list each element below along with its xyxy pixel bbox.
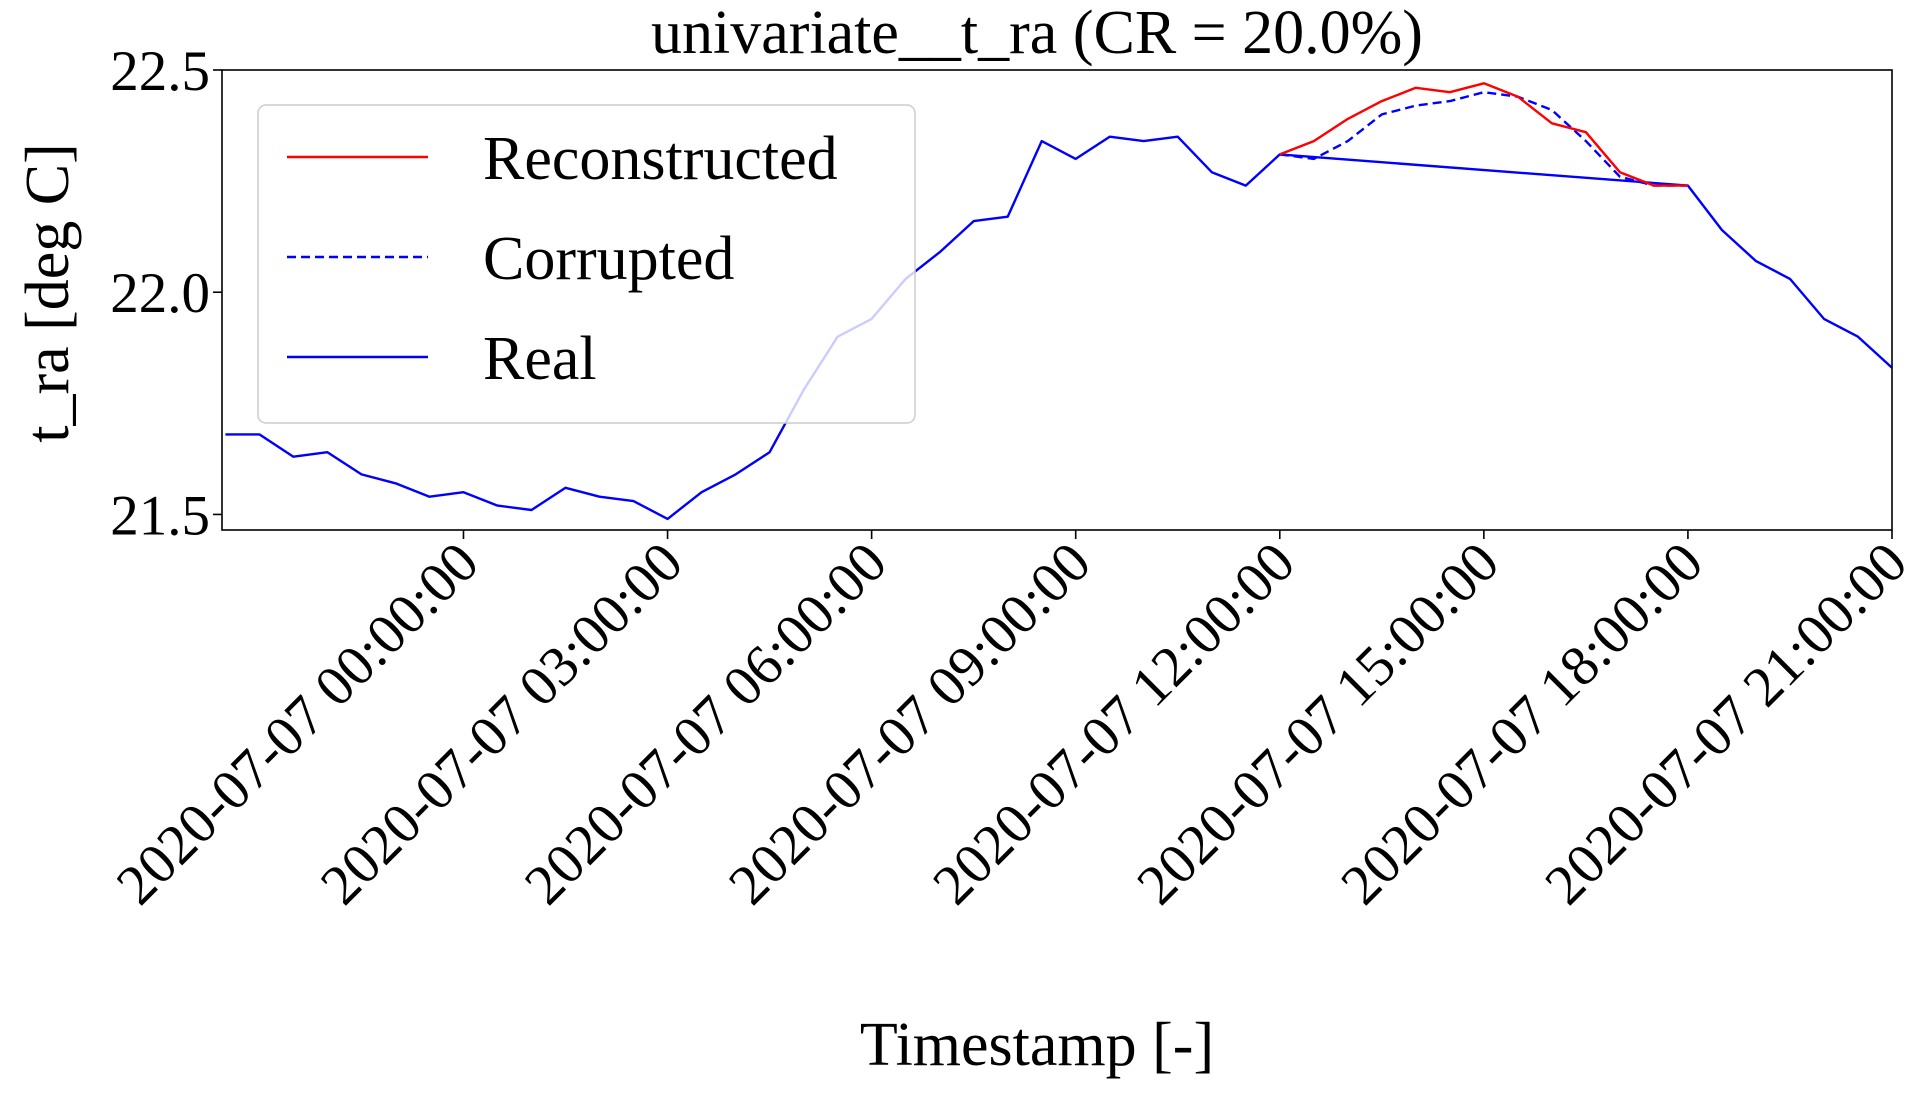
plot-frame: [221, 69, 1893, 531]
x-tick-label: 2020-07-07 15:00:00: [1125, 531, 1511, 917]
y-tick-label: 22.5: [110, 40, 210, 103]
x-tick-label: 2020-07-07 00:00:00: [105, 531, 491, 917]
x-tick-label: 2020-07-07 18:00:00: [1329, 531, 1715, 917]
x-tick-label: 2020-07-07 09:00:00: [717, 531, 1103, 917]
x-tick-label: 2020-07-07 03:00:00: [309, 531, 695, 917]
legend-label-corrupted: Corrupted: [483, 225, 734, 293]
legend: Reconstructed Corrupted Real: [257, 104, 916, 424]
legend-box: [257, 104, 916, 424]
y-axis-label: t_ra [deg C]: [14, 143, 82, 443]
x-tick-label: 2020-07-07 06:00:00: [513, 531, 899, 917]
x-tick-label: 2020-07-07 21:00:00: [1533, 531, 1919, 917]
chart-title: univariate__t_ra (CR = 20.0%): [651, 0, 1423, 67]
y-tick-label: 21.5: [110, 484, 210, 547]
series-line-reconstructed: [1279, 82, 1688, 187]
legend-label-real: Real: [483, 325, 597, 393]
x-axis-label: Timestamp [-]: [860, 1011, 1214, 1079]
legend-label-reconstructed: Reconstructed: [483, 125, 838, 193]
x-tick-label: 2020-07-07 12:00:00: [921, 531, 1307, 917]
y-tick-label: 22.0: [110, 262, 210, 325]
series-line-corrupted: [1279, 90, 1688, 187]
